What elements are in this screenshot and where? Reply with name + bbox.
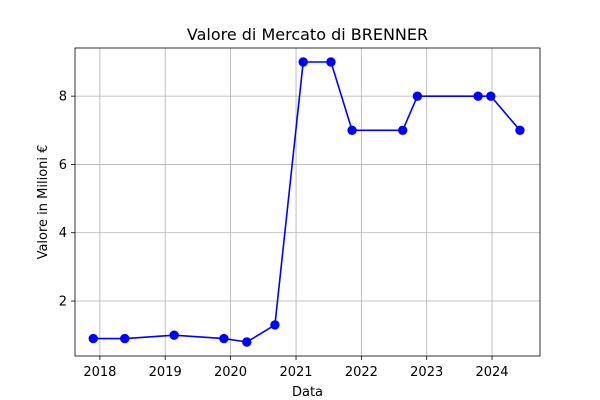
x-axis: 2018 2019 2020 2021 2022 2023 2024 (83, 356, 509, 380)
data-point (219, 333, 229, 344)
y-tick-label: 6 (59, 158, 67, 173)
x-tick-label: 2020 (214, 365, 247, 380)
x-tick-label: 2021 (279, 365, 312, 380)
y-axis: 2 4 6 8 (59, 90, 75, 310)
data-point (120, 333, 130, 344)
data-point (398, 125, 408, 135)
data-point (270, 320, 280, 330)
data-point (347, 125, 357, 135)
data-point (412, 91, 423, 101)
data-point (169, 330, 179, 340)
y-tick-label: 2 (59, 295, 67, 310)
x-tick-label: 2023 (410, 365, 443, 380)
y-axis-label: Valore in Milioni € (36, 145, 51, 260)
grid (75, 48, 540, 356)
data-point (515, 125, 525, 135)
x-tick-label: 2024 (475, 365, 508, 380)
y-tick-label: 8 (59, 90, 67, 105)
plot-frame (74, 47, 541, 357)
data-point (473, 91, 483, 101)
series-line (93, 61, 521, 343)
y-tick-label: 4 (59, 226, 67, 241)
data-point (298, 57, 308, 67)
data-point (326, 57, 336, 67)
series-layer (88, 57, 525, 347)
x-tick-label: 2019 (149, 365, 182, 380)
x-axis-label: Data (292, 385, 323, 400)
data-point (486, 91, 496, 101)
x-tick-label: 2022 (345, 365, 378, 380)
x-tick-label: 2018 (83, 365, 116, 380)
data-point (242, 337, 252, 347)
chart-title: Valore di Mercato di BRENNER (187, 25, 428, 44)
data-point (88, 333, 98, 344)
